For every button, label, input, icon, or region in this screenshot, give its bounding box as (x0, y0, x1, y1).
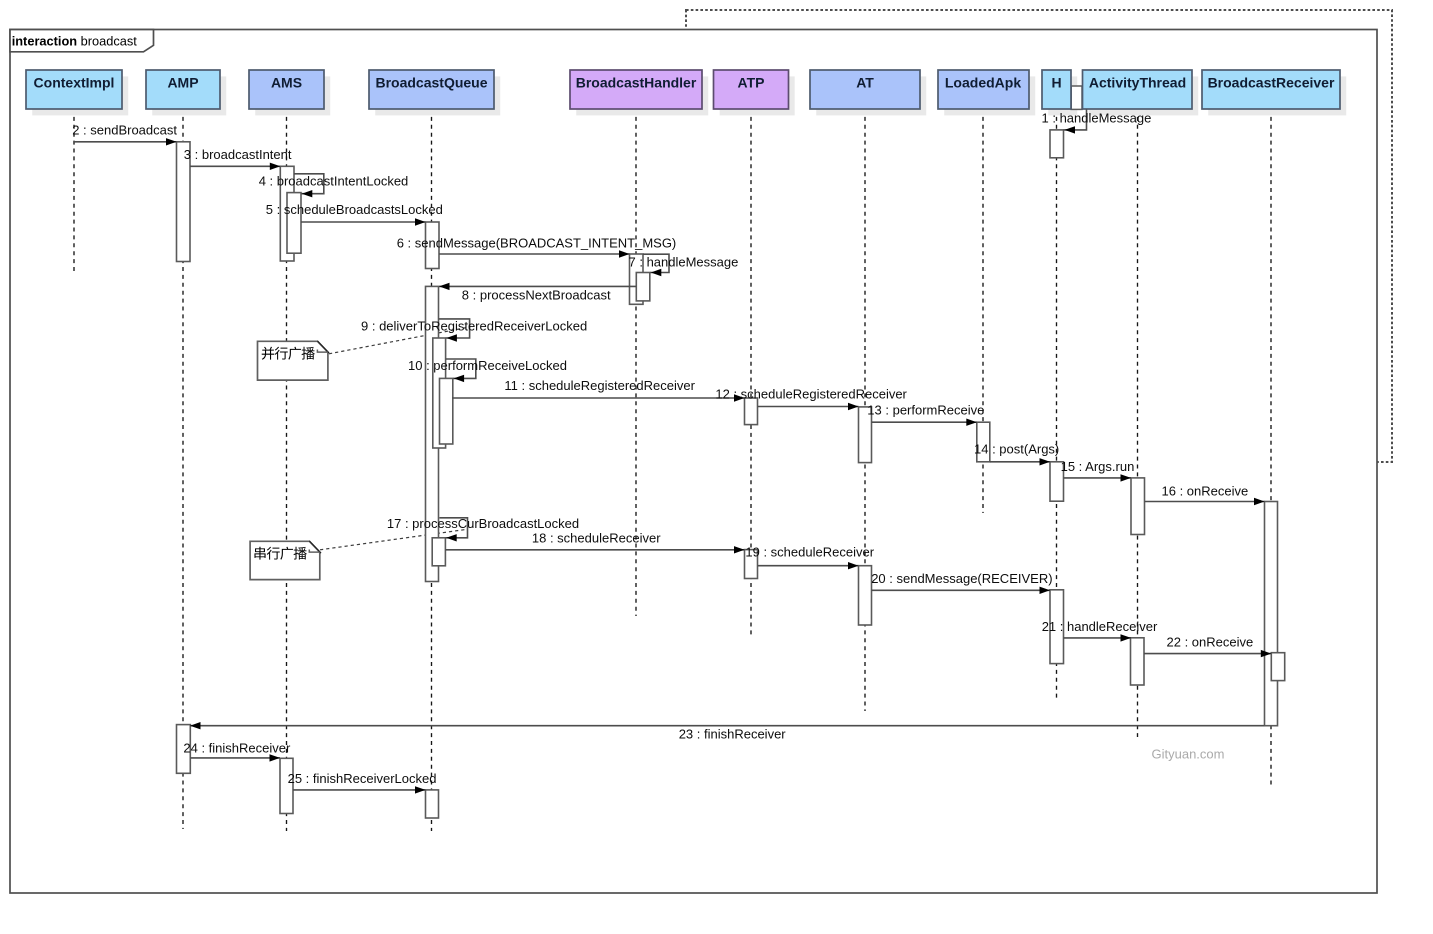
svg-text:16 : onReceive: 16 : onReceive (1162, 484, 1249, 499)
svg-text:BroadcastQueue: BroadcastQueue (375, 74, 487, 90)
svg-text:AMP: AMP (167, 74, 198, 90)
svg-text:BroadcastReceiver: BroadcastReceiver (1208, 74, 1335, 90)
svg-text:14 : post(Args): 14 : post(Args) (974, 442, 1059, 457)
svg-text:15 : Args.run: 15 : Args.run (1061, 459, 1135, 474)
svg-text:ATP: ATP (738, 74, 765, 90)
svg-text:4 : broadcastIntentLocked: 4 : broadcastIntentLocked (259, 173, 409, 188)
svg-text:AMS: AMS (271, 74, 302, 90)
svg-text:7 : handleMessage: 7 : handleMessage (629, 255, 739, 270)
svg-text:13 : performReceive: 13 : performReceive (867, 403, 984, 418)
svg-text:21 : handleReceiver: 21 : handleReceiver (1042, 619, 1158, 634)
svg-text:6 : sendMessage(BROADCAST_INTE: 6 : sendMessage(BROADCAST_INTENT_MSG) (397, 235, 677, 250)
svg-text:LoadedApk: LoadedApk (945, 74, 1021, 90)
svg-text:25 : finishReceiverLocked: 25 : finishReceiverLocked (288, 771, 437, 786)
svg-text:17 : processCurBroadcastLocked: 17 : processCurBroadcastLocked (387, 516, 579, 531)
svg-text:ActivityThread: ActivityThread (1089, 74, 1186, 90)
svg-text:19 : scheduleReceiver: 19 : scheduleReceiver (745, 545, 874, 560)
svg-text:23 : finishReceiver: 23 : finishReceiver (679, 726, 787, 741)
svg-text:12 : scheduleRegisteredReceive: 12 : scheduleRegisteredReceiver (715, 386, 907, 401)
svg-text:24 : finishReceiver: 24 : finishReceiver (183, 741, 291, 756)
svg-text:2 : sendBroadcast: 2 : sendBroadcast (72, 123, 177, 138)
svg-text:1 : handleMessage: 1 : handleMessage (1042, 110, 1152, 125)
svg-text:8 : processNextBroadcast: 8 : processNextBroadcast (462, 287, 611, 302)
svg-text:interaction broadcast: interaction broadcast (12, 33, 138, 48)
svg-text:H: H (1051, 74, 1061, 90)
svg-text:11 : scheduleRegisteredReceive: 11 : scheduleRegisteredReceiver (504, 378, 695, 393)
svg-text:10 : performReceiveLocked: 10 : performReceiveLocked (408, 358, 567, 373)
svg-text:3 : broadcastIntent: 3 : broadcastIntent (184, 147, 292, 162)
svg-text:9 : deliverToRegisteredReceive: 9 : deliverToRegisteredReceiverLocked (361, 319, 587, 334)
svg-text:AT: AT (856, 74, 874, 90)
svg-text:5 : scheduleBroadcastsLocked: 5 : scheduleBroadcastsLocked (266, 202, 443, 217)
svg-text:20 : sendMessage(RECEIVER): 20 : sendMessage(RECEIVER) (871, 571, 1052, 586)
svg-text:18 : scheduleReceiver: 18 : scheduleReceiver (532, 530, 661, 545)
svg-text:BroadcastHandler: BroadcastHandler (576, 74, 697, 90)
svg-text:ContextImpl: ContextImpl (34, 74, 115, 90)
svg-text:Gityuan.com: Gityuan.com (1152, 747, 1225, 762)
svg-text:22 : onReceive: 22 : onReceive (1167, 635, 1254, 650)
